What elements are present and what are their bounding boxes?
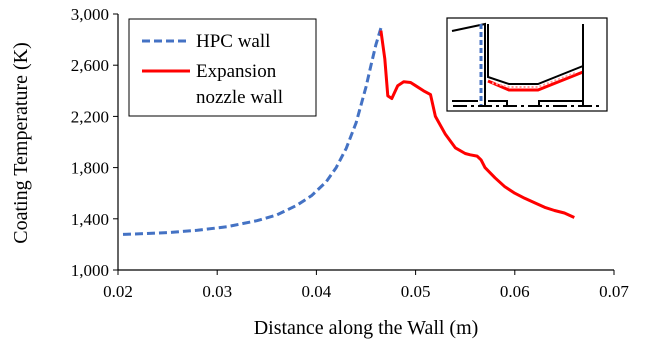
axes xyxy=(117,14,614,271)
series-lines xyxy=(122,27,575,236)
inset-hpc-outline xyxy=(451,22,486,106)
y-tick-label: 2,200 xyxy=(71,107,109,126)
inset-schematic xyxy=(446,17,608,112)
x-tick-label: 0.06 xyxy=(500,282,530,301)
legend-label-expansion-nozzle-wall: Expansion xyxy=(196,61,277,82)
legend-label-expansion-nozzle-wall-line2: nozzle wall xyxy=(196,87,283,108)
y-axis-title: Coating Temperature (K) xyxy=(10,42,32,244)
x-tick-label: 0.03 xyxy=(202,282,232,301)
inset-nozzle-wall xyxy=(487,70,584,92)
x-tick-label: 0.07 xyxy=(599,282,629,301)
series-line-expansion-nozzle-wall xyxy=(379,30,575,219)
y-tick-label: 1,000 xyxy=(71,261,109,280)
y-tick-label: 3,000 xyxy=(71,5,109,24)
y-tick-label: 1,800 xyxy=(71,159,109,178)
legend-box xyxy=(128,18,317,117)
ticks: 0.02 0.03 0.04 0.05 0.06 0.07 1,000 1,400 1,800 2… xyxy=(71,5,630,301)
legend-label-hpc-wall: HPC wall xyxy=(196,31,270,52)
x-axis-title: Distance along the Wall (m) xyxy=(254,317,479,339)
legend: HPC wall Expansion nozzle wall xyxy=(128,18,317,117)
y-tick-label: 1,400 xyxy=(71,210,109,229)
series-line-hpc-wall xyxy=(122,27,383,236)
x-tick-label: 0.05 xyxy=(401,282,431,301)
inset-coating-hatch xyxy=(491,72,576,88)
inset-base-outline xyxy=(452,100,584,106)
inset-frame xyxy=(446,17,608,112)
x-tick-label: 0.04 xyxy=(302,282,332,301)
x-tick-label: 0.02 xyxy=(103,282,133,301)
y-tick-label: 2,600 xyxy=(71,56,109,75)
